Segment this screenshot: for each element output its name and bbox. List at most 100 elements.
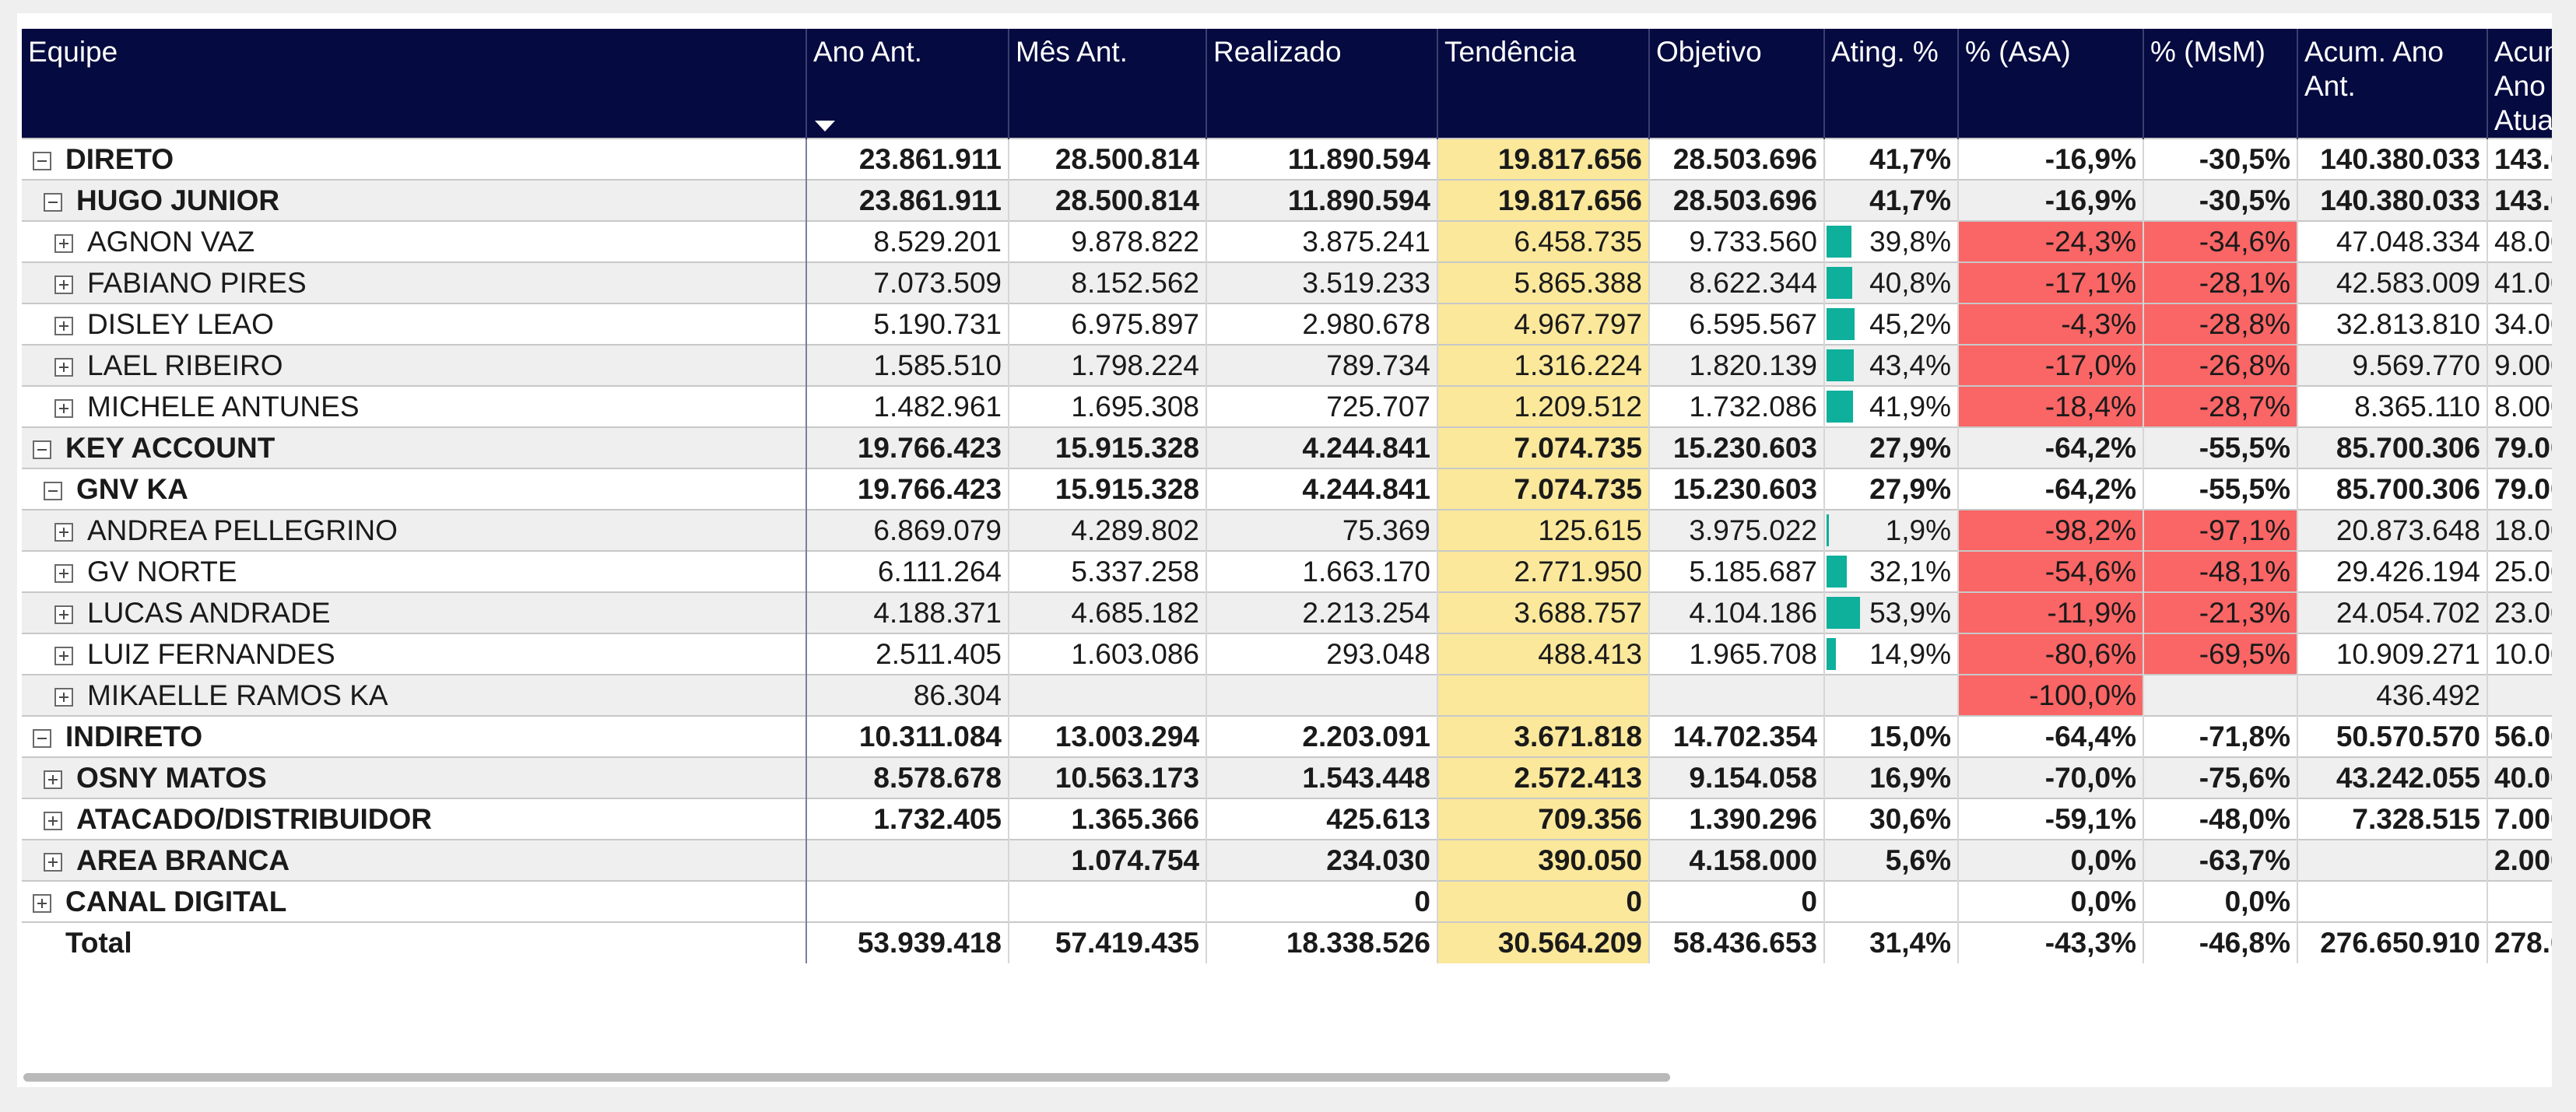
row-label: ATACADO/DISTRIBUIDOR (76, 802, 432, 835)
msm-cell: -34,6% (2143, 220, 2298, 262)
acum-ano-ant-cell: 140.380.033 (2297, 179, 2488, 221)
expand-icon[interactable] (54, 563, 73, 583)
acum-ano-atual-cell: 9.000.000 (2487, 344, 2552, 386)
realizado-cell: 1.543.448 (1206, 756, 1438, 798)
expand-icon[interactable] (54, 522, 73, 542)
asa-cell: -98,2% (1958, 509, 2144, 551)
expand-icon[interactable] (54, 646, 73, 665)
realizado-cell: 293.048 (1206, 633, 1438, 675)
ating-cell: 53,9% (1824, 591, 1959, 633)
ano-ant-cell: 23.861.911 (806, 138, 1009, 180)
cell-value: 276.650.910 (2320, 927, 2480, 959)
collapse-icon[interactable] (44, 481, 62, 500)
column-header-label: Ating. % (1831, 36, 1939, 68)
msm-cell: -46,8% (2143, 921, 2298, 963)
asa-cell: -100,0% (1958, 674, 2144, 716)
expand-icon[interactable] (54, 398, 73, 418)
ano-ant-cell: 53.939.418 (806, 921, 1009, 963)
cell-value: -43,3% (2044, 927, 2136, 959)
realizado-cell: 2.213.254 (1206, 591, 1438, 633)
cell-value: 3.671.818 (1514, 720, 1642, 752)
column-header[interactable]: Acum. Ano Ant. (2297, 29, 2488, 139)
expand-icon[interactable] (54, 605, 73, 624)
sort-descending-icon[interactable] (815, 121, 835, 132)
column-header-label: Realizado (1213, 36, 1342, 68)
expand-icon[interactable] (54, 275, 73, 294)
row-label-cell: KEY ACCOUNT (22, 426, 807, 468)
cell-value: 41,9% (1869, 390, 1951, 423)
ating-cell: 43,4% (1824, 344, 1959, 386)
column-header[interactable]: Ating. % (1824, 29, 1959, 139)
asa-cell: -16,9% (1958, 138, 2144, 180)
tendencia-cell: 4.967.797 (1437, 303, 1650, 345)
cell-value: -46,8% (2199, 927, 2290, 959)
acum-ano-atual-cell: 23.000.000 (2487, 591, 2552, 633)
column-header[interactable]: Equipe (22, 29, 807, 139)
ano-ant-cell: 86.304 (806, 674, 1009, 716)
realizado-cell: 3.875.241 (1206, 220, 1438, 262)
column-header[interactable]: % (AsA) (1958, 29, 2144, 139)
ating-cell: 39,8% (1824, 220, 1959, 262)
mes-ant-cell: 9.878.822 (1009, 220, 1207, 262)
tendencia-cell: 390.050 (1437, 839, 1650, 881)
column-header[interactable]: Ano Ant. (806, 29, 1009, 139)
asa-cell: -17,1% (1958, 261, 2144, 303)
row-label: GNV KA (76, 472, 188, 505)
column-header[interactable]: Acum. Ano Atual (2487, 29, 2552, 139)
mes-ant-cell: 6.975.897 (1009, 303, 1207, 345)
expand-icon[interactable] (54, 233, 73, 253)
horizontal-scrollbar[interactable] (23, 1073, 1670, 1082)
cell-value: 9.878.822 (1071, 225, 1199, 258)
cell-value: 4.289.802 (1071, 514, 1199, 546)
expand-icon[interactable] (33, 893, 51, 913)
cell-value: 2.572.413 (1514, 761, 1642, 794)
expand-icon[interactable] (54, 316, 73, 335)
column-header[interactable]: Realizado (1206, 29, 1438, 139)
collapse-icon[interactable] (33, 440, 51, 459)
collapse-icon[interactable] (33, 728, 51, 748)
cell-value: -28,8% (2199, 307, 2290, 340)
cell-value: 31,4% (1869, 927, 1951, 959)
expand-icon[interactable] (54, 687, 73, 707)
acum-ano-atual-cell: 41.000.000 (2487, 261, 2552, 303)
acum-ano-atual-cell: 7.000.000 (2487, 798, 2552, 840)
asa-cell: -70,0% (1958, 756, 2144, 798)
objetivo-cell: 1.965.708 (1649, 633, 1825, 675)
cell-value: 28.500.814 (1055, 142, 1199, 175)
cell-value: 7.328.515 (2352, 802, 2480, 835)
cell-value: -21,3% (2199, 596, 2290, 629)
ano-ant-cell: 1.732.405 (806, 798, 1009, 840)
cell-value: 8.622.344 (1689, 266, 1817, 299)
expand-icon[interactable] (44, 852, 62, 872)
cell-value: 27,9% (1869, 472, 1951, 505)
cell-value: 140.380.033 (2320, 184, 2480, 216)
asa-cell: -64,2% (1958, 426, 2144, 468)
column-header[interactable]: Objetivo (1649, 29, 1825, 139)
column-header[interactable]: Tendência (1437, 29, 1650, 139)
msm-cell: -30,5% (2143, 179, 2298, 221)
collapse-icon[interactable] (33, 151, 51, 170)
expand-icon[interactable] (54, 357, 73, 377)
cell-value: 86.304 (913, 679, 1002, 711)
column-header[interactable]: Mês Ant. (1009, 29, 1207, 139)
msm-cell: -55,5% (2143, 426, 2298, 468)
cell-value: 143.000.000 (2494, 184, 2552, 216)
cell-value: 79.000.000 (2494, 472, 2552, 505)
msm-cell: -63,7% (2143, 839, 2298, 881)
column-header[interactable]: % (MsM) (2143, 29, 2298, 139)
mes-ant-cell: 28.500.814 (1009, 179, 1207, 221)
cell-value: -18,4% (2044, 390, 2136, 423)
ating-cell (1824, 880, 1959, 922)
row-label: MIKAELLE RAMOS KA (87, 679, 388, 711)
cell-value: 10.311.084 (858, 720, 1002, 752)
objetivo-cell: 0 (1649, 880, 1825, 922)
cell-value: 4.188.371 (873, 596, 1002, 629)
expand-icon[interactable] (44, 811, 62, 830)
ano-ant-cell: 19.766.423 (806, 426, 1009, 468)
row-label: GV NORTE (87, 555, 237, 588)
objetivo-cell: 14.702.354 (1649, 715, 1825, 757)
expand-icon[interactable] (44, 770, 62, 789)
collapse-icon[interactable] (44, 192, 62, 212)
cell-value: 5.865.388 (1514, 266, 1642, 299)
tendencia-cell: 7.074.735 (1437, 468, 1650, 510)
